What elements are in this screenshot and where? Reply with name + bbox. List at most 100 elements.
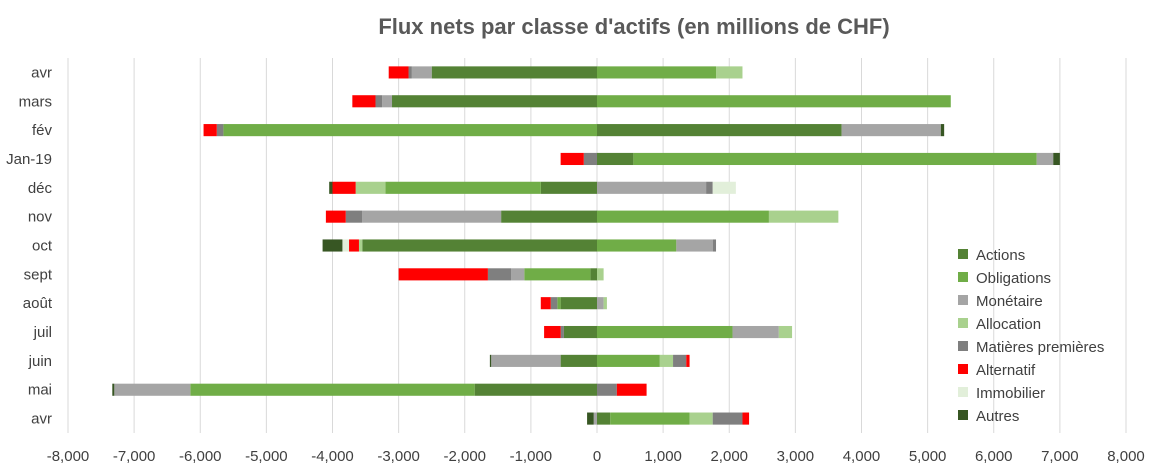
bar-segment-alternatif: [332, 181, 356, 194]
x-axis-ticks: -8,000 -7,000 -6,000 -5,000 -4,000 -3,000 -2,0…: [47, 448, 1145, 465]
x-tick-label: 4,000: [843, 448, 881, 465]
bar-segment-actions: [540, 181, 597, 194]
x-tick-label: 0: [593, 448, 601, 465]
bar-segment-actions: [597, 152, 634, 166]
x-tick-label: -2,000: [443, 448, 486, 465]
bar-segment-autres: [329, 181, 333, 194]
bar-segment-alternatif: [540, 297, 551, 310]
y-tick-label: avr: [31, 411, 52, 428]
legend-label: Obligations: [976, 270, 1051, 287]
bar-segment-actions: [563, 325, 597, 339]
bar-segment-autres: [322, 239, 343, 252]
x-tick-label: 1,000: [644, 448, 682, 465]
bar-segment-obligations: [597, 66, 717, 79]
bar-segment-autres: [1053, 152, 1060, 166]
legend-label: Autres: [976, 408, 1019, 425]
y-tick-label: mai: [28, 382, 52, 399]
bar-segment-alternatif: [203, 124, 217, 137]
bar-segment-actions: [590, 268, 597, 281]
y-axis-ticks: avr mars fév Jan-19 déc nov oct sept août juil jui…: [6, 64, 53, 427]
bar-segment-mati-res-premi-res: [583, 152, 597, 166]
bar-segment-autres: [489, 354, 492, 367]
bar-segment-mon-taire: [732, 325, 779, 339]
bar-segment-mon-taire: [491, 354, 561, 367]
bar-segment-alternatif: [544, 325, 561, 339]
bar-segment-alternatif: [686, 354, 690, 367]
x-tick-label: 5,000: [909, 448, 947, 465]
bar-segment-actions: [431, 66, 597, 79]
bar-segment-mon-taire: [593, 412, 597, 425]
legend-label: Monétaire: [976, 293, 1043, 310]
bar-segment-alternatif: [616, 383, 647, 396]
y-tick-label: avr: [31, 64, 52, 81]
bar-segment-autres: [940, 124, 945, 137]
bar-segment-actions: [392, 95, 597, 108]
bar-segment-mati-res-premi-res: [408, 66, 412, 79]
bar-segment-autres: [112, 383, 115, 396]
bar-segment-allocation: [659, 354, 674, 367]
legend-label: Matières premières: [976, 339, 1104, 356]
y-tick-label: fév: [32, 122, 53, 139]
bar-segment-mon-taire: [676, 239, 713, 252]
x-tick-label: 8,000: [1107, 448, 1145, 465]
bar-segment-allocation: [778, 325, 793, 339]
bar-segment-mati-res-premi-res: [550, 297, 558, 310]
bar-segment-allocation: [716, 66, 743, 79]
x-tick-label: 3,000: [777, 448, 815, 465]
x-tick-label: 7,000: [1041, 448, 1079, 465]
bar-segment-obligations: [597, 325, 733, 339]
legend-swatch: [958, 387, 968, 397]
bar-segment-allocation: [689, 412, 713, 425]
bar-segment-mon-taire: [411, 66, 432, 79]
x-tick-label: -5,000: [245, 448, 288, 465]
legend-swatch: [958, 249, 968, 259]
x-tick-label: -3,000: [377, 448, 420, 465]
bar-segment-obligations: [597, 239, 677, 252]
bar-segment-alternatif: [398, 268, 488, 281]
legend-label: Allocation: [976, 316, 1041, 333]
bar-segment-obligations: [633, 152, 1037, 166]
y-tick-label: déc: [28, 180, 53, 197]
chart-title: Flux nets par classe d'actifs (en millio…: [378, 14, 889, 39]
bar-segment-obligations: [557, 297, 561, 310]
bar-segment-mon-taire: [597, 297, 604, 310]
bar-segment-alternatif: [560, 152, 584, 166]
legend: Actions Obligations Monétaire Allocation Mat…: [958, 247, 1104, 425]
bar-segment-actions: [362, 239, 597, 252]
bar-segment-alternatif: [742, 412, 750, 425]
legend-label: Actions: [976, 247, 1025, 264]
y-tick-label: Jan-19: [6, 151, 52, 168]
bar-segment-alternatif: [388, 66, 409, 79]
bars-layer: [112, 66, 1060, 425]
bar-segment-actions: [597, 124, 842, 137]
bar-segment-allocation: [603, 297, 607, 310]
x-tick-label: -7,000: [113, 448, 156, 465]
y-tick-label: juil: [33, 324, 52, 341]
legend-swatch: [958, 295, 968, 305]
bar-segment-mon-taire: [362, 210, 502, 223]
bar-segment-autres: [587, 412, 594, 425]
bar-segment-mon-taire: [114, 383, 191, 396]
y-tick-label: nov: [28, 209, 53, 226]
legend-swatch: [958, 341, 968, 351]
bar-segment-mati-res-premi-res: [216, 124, 224, 137]
bar-segment-alternatif: [352, 95, 376, 108]
bar-segment-mon-taire: [382, 95, 393, 108]
y-tick-label: mars: [19, 93, 52, 110]
x-tick-label: 2,000: [710, 448, 748, 465]
bar-segment-mati-res-premi-res: [345, 210, 363, 223]
bar-segment-obligations: [597, 354, 660, 367]
x-tick-label: -4,000: [311, 448, 354, 465]
bar-segment-mon-taire: [511, 268, 525, 281]
bar-segment-mati-res-premi-res: [673, 354, 687, 367]
bar-segment-obligations: [385, 181, 541, 194]
y-tick-label: juin: [28, 353, 52, 370]
legend-label: Alternatif: [976, 362, 1036, 379]
bar-segment-alternatif: [349, 239, 359, 252]
bar-segment-actions: [501, 210, 597, 223]
bar-segment-obligations: [597, 95, 951, 108]
bar-segment-actions: [474, 383, 597, 396]
bar-segment-mati-res-premi-res: [487, 268, 512, 281]
x-tick-label: -1,000: [510, 448, 553, 465]
bar-segment-allocation: [768, 210, 839, 223]
